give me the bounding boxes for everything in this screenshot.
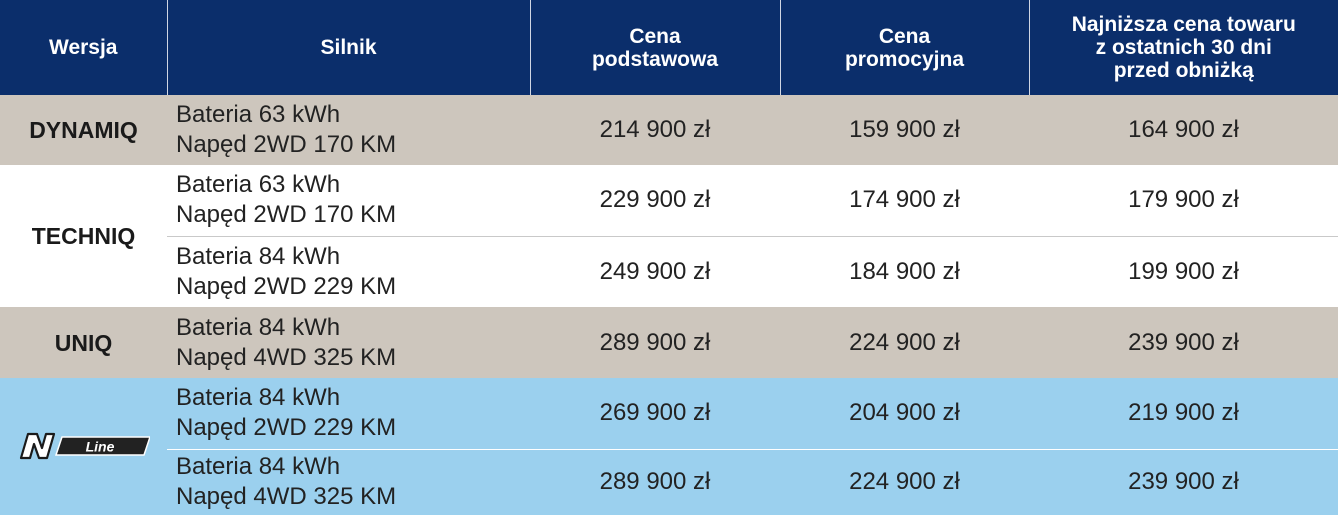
header-engine: Silnik <box>167 0 531 95</box>
battery-text: Bateria 84 kWh <box>176 384 341 412</box>
base-price: 289 900 zł <box>530 448 780 515</box>
n-line-logo: Line <box>18 431 151 468</box>
promo-price: 224 900 zł <box>780 448 1029 515</box>
lowest-price: 219 900 zł <box>1029 378 1338 449</box>
drive-text: Napęd 2WD 229 KM <box>176 272 397 300</box>
battery-text: Bateria 84 kWh <box>176 313 341 341</box>
version-label: TECHNIQ <box>0 165 167 307</box>
base-price: 229 900 zł <box>530 165 780 236</box>
svg-text:Line: Line <box>85 439 114 455</box>
drive-text: Napęd 4WD 325 KM <box>176 343 397 371</box>
engine-cell: Bateria 63 kWh Napęd 2WD 170 KM <box>167 95 530 165</box>
table-row: DYNAMIQ Bateria 63 kWh Napęd 2WD 170 KM … <box>0 95 1338 165</box>
table-row: Bateria 84 kWh Napęd 4WD 325 KM 289 900 … <box>0 448 1338 515</box>
header-base-price: Cena podstawowa <box>530 0 781 95</box>
promo-price: 159 900 zł <box>780 95 1029 165</box>
header-row: Wersja Silnik Cena podstawowa Cena promocy… <box>0 0 1338 95</box>
drive-text: Napęd 2WD 170 KM <box>176 131 397 158</box>
engine-cell: Bateria 84 kWh Napęd 2WD 229 KM <box>167 378 530 449</box>
lowest-price: 239 900 zł <box>1029 448 1338 515</box>
engine-cell: Bateria 84 kWh Napęd 4WD 325 KM <box>167 448 530 515</box>
base-price: 289 900 zł <box>530 307 780 378</box>
drive-text: Napęd 4WD 325 KM <box>176 483 397 511</box>
battery-text: Bateria 63 kWh <box>176 171 341 199</box>
promo-price: 184 900 zł <box>780 235 1029 307</box>
engine-cell: Bateria 84 kWh Napęd 4WD 325 KM <box>167 307 530 378</box>
base-price: 269 900 zł <box>530 378 780 449</box>
version-label: UNIQ <box>0 307 167 378</box>
base-price: 249 900 zł <box>530 235 780 307</box>
promo-price: 204 900 zł <box>780 378 1029 449</box>
table-row: Bateria 84 kWh Napęd 2WD 229 KM 249 900 … <box>0 235 1338 307</box>
engine-cell: Bateria 63 kWh Napęd 2WD 170 KM <box>167 165 530 236</box>
header-version: Wersja <box>0 0 168 95</box>
lowest-price: 164 900 zł <box>1029 95 1338 165</box>
lowest-price: 199 900 zł <box>1029 235 1338 307</box>
header-promo-price: Cena promocyjna <box>780 0 1030 95</box>
base-price: 214 900 zł <box>530 95 780 165</box>
drive-text: Napęd 2WD 170 KM <box>176 201 397 229</box>
version-label: Line <box>0 378 167 515</box>
battery-text: Bateria 84 kWh <box>176 242 341 270</box>
engine-cell: Bateria 84 kWh Napęd 2WD 229 KM <box>167 235 530 307</box>
lowest-price: 239 900 zł <box>1029 307 1338 378</box>
promo-price: 174 900 zł <box>780 165 1029 236</box>
table-row: Line Bateria 84 kWh Napęd 2WD 229 KM 269… <box>0 378 1338 515</box>
drive-text: Napęd 2WD 229 KM <box>176 414 397 442</box>
table-row: UNIQ Bateria 84 kWh Napęd 4WD 325 KM 289… <box>0 307 1338 378</box>
version-label: DYNAMIQ <box>0 95 167 165</box>
header-lowest-price: Najniższa cena towaru z ostatnich 30 dni p… <box>1029 0 1338 95</box>
promo-price: 224 900 zł <box>780 307 1029 378</box>
lowest-price: 179 900 zł <box>1029 165 1338 236</box>
table-row: TECHNIQ Bateria 63 kWh Napęd 2WD 170 KM … <box>0 165 1338 307</box>
battery-text: Bateria 84 kWh <box>176 453 341 481</box>
battery-text: Bateria 63 kWh <box>176 101 341 128</box>
